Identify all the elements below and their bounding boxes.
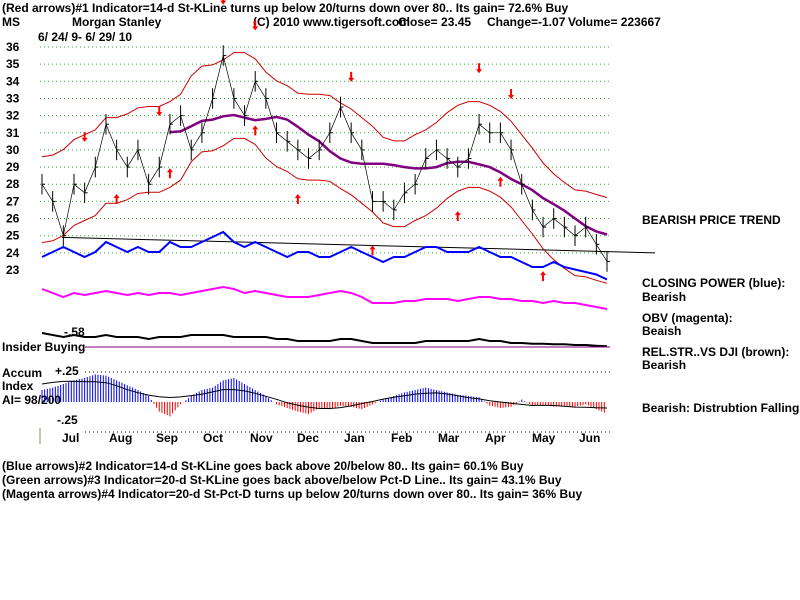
closing-power-line <box>41 230 608 281</box>
upper-band <box>41 52 608 198</box>
insider-value: -.58 <box>64 325 85 339</box>
closing-power-label: CLOSING POWER (blue): <box>642 276 786 290</box>
obv-label: OBV (magenta): <box>642 311 733 325</box>
accum-average-line <box>41 380 608 409</box>
accum-status: Bearish: Distrubtion Falling. <box>642 401 800 415</box>
close-value: Close= 23.45 <box>398 15 472 29</box>
accum-top-tick: +.25 <box>55 364 79 378</box>
y-tick-label: 35 <box>6 57 20 71</box>
month-label: Dec <box>297 431 319 445</box>
y-tick-label: 31 <box>6 126 20 140</box>
month-label: May <box>532 431 556 445</box>
month-label: Nov <box>250 431 273 445</box>
insider-buying-label: Insider Buying <box>2 340 86 354</box>
y-tick-label: 32 <box>6 109 20 123</box>
change-value: Change=-1.07 <box>487 15 566 29</box>
volume-value: Volume= 223667 <box>568 15 661 29</box>
copyright: (C) 2010 www.tigersoft.com <box>253 15 410 29</box>
buy-arrow-icon <box>166 168 173 179</box>
price-trend-label: BEARISH PRICE TREND <box>642 213 781 227</box>
sell-arrow-icon <box>81 131 88 142</box>
y-tick-label: 24 <box>6 246 20 260</box>
sell-arrow-icon <box>476 63 483 74</box>
obv-value: Beaish <box>642 324 682 338</box>
y-tick-label: 29 <box>6 160 20 174</box>
buy-arrow-icon <box>252 125 259 136</box>
obv-line <box>41 285 608 310</box>
y-tick-label: 34 <box>6 74 20 88</box>
y-tick-label: 23 <box>6 263 20 277</box>
y-tick-label: 28 <box>6 177 20 191</box>
trend-line <box>61 236 656 254</box>
month-label: Jan <box>344 431 365 445</box>
month-label: Feb <box>391 431 412 445</box>
buy-arrow-icon <box>369 245 376 256</box>
rel-str-value: Bearish <box>642 358 687 372</box>
buy-arrow-icon <box>294 193 301 204</box>
month-label: Mar <box>438 431 460 445</box>
month-label: Oct <box>203 431 223 445</box>
buy-arrow-icon <box>113 193 120 204</box>
y-tick-label: 30 <box>6 143 20 157</box>
indicator-4-text: (Magenta arrows)#4 Indicator=20-d St-Pct… <box>2 487 583 501</box>
indicator-1-text: (Red arrows)#1 Indicator=14-d St-KLine t… <box>2 1 569 15</box>
y-tick-label: 26 <box>6 212 20 226</box>
sell-arrow-icon <box>508 89 515 100</box>
buy-arrow-icon <box>497 176 504 187</box>
sell-arrow-icon <box>252 20 259 31</box>
buy-arrow-icon <box>540 271 547 282</box>
y-tick-label: 27 <box>6 194 20 208</box>
y-tick-label: 36 <box>6 40 20 54</box>
moving-average <box>169 113 608 236</box>
rel-str-label: REL.STR..VS DJI (brown): <box>642 345 790 359</box>
company-name: Morgan Stanley <box>72 15 162 29</box>
accum-bottom-tick: -.25 <box>57 413 78 427</box>
lower-band <box>41 137 608 284</box>
indicator-2-text: (Blue arrows)#2 Indicator=14-d St-KLine … <box>2 459 524 473</box>
month-label: Sep <box>156 431 178 445</box>
indicator-3-text: (Green arrows)#3 Indicator=20-d St-KLine… <box>2 473 562 487</box>
rel-str-line <box>41 332 608 348</box>
month-label: Apr <box>485 431 506 445</box>
accum-label-2: Index <box>2 379 34 393</box>
accum-label: Accum <box>2 366 43 380</box>
month-label: Jun <box>579 431 600 445</box>
y-tick-label: 25 <box>6 229 20 243</box>
price-line <box>41 55 608 262</box>
sell-arrow-icon <box>220 0 227 5</box>
accum-ai: AI= 98/200 <box>2 393 62 407</box>
date-range: 6/ 24/ 9- 6/ 29/ 10 <box>38 30 133 44</box>
buy-arrow-icon <box>454 211 461 222</box>
sell-arrow-icon <box>156 106 163 117</box>
sell-arrow-icon <box>348 71 355 82</box>
month-label: Aug <box>109 431 132 445</box>
closing-power-value: Bearish <box>642 290 687 304</box>
month-label: Jul <box>62 431 79 445</box>
y-tick-label: 33 <box>6 91 20 105</box>
symbol: MS <box>2 15 20 29</box>
